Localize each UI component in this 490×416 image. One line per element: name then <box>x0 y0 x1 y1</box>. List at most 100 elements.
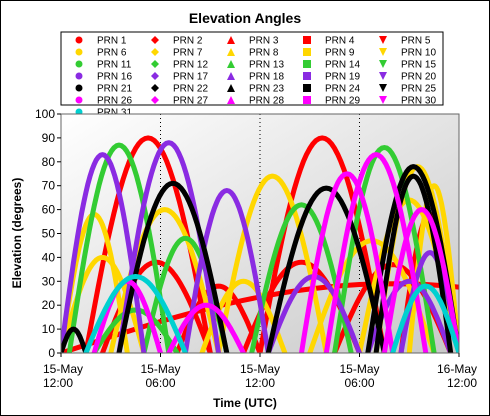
legend-label-22: PRN 22 <box>173 84 208 95</box>
legend-marker-1 <box>75 36 83 44</box>
legend-label-26: PRN 26 <box>97 96 132 107</box>
series-22-pass-1 <box>265 185 387 353</box>
legend-label-31: PRN 31 <box>97 108 132 119</box>
legend-label-10: PRN 10 <box>401 48 436 59</box>
series-26-pass-1 <box>299 171 396 353</box>
chart-title: Elevation Angles <box>189 10 302 26</box>
y-tick-label-2: 20 <box>42 298 56 312</box>
legend-label-27: PRN 27 <box>173 96 208 107</box>
y-tick-label-5: 50 <box>42 227 56 241</box>
legend-marker-25 <box>379 84 387 92</box>
x-tick-time-0: 12:00 <box>43 376 73 390</box>
x-tick-time-2: 12:00 <box>245 376 275 390</box>
y-tick-label-3: 30 <box>42 274 56 288</box>
legend-marker-2 <box>151 36 159 44</box>
legend-label-25: PRN 25 <box>401 84 436 95</box>
series-11-pass-1 <box>66 142 172 353</box>
legend-label-7: PRN 7 <box>173 48 203 59</box>
series-8-pass-1 <box>216 173 329 353</box>
legend-marker-27 <box>151 96 159 104</box>
y-axis-label: Elevation (degrees) <box>10 178 24 289</box>
legend-label-14: PRN 14 <box>325 60 360 71</box>
y-tick-label-4: 40 <box>42 250 56 264</box>
legend-label-29: PRN 29 <box>325 96 360 107</box>
series-15-pass-1 <box>332 145 437 353</box>
legend-label-15: PRN 15 <box>401 60 436 71</box>
legend-label-28: PRN 28 <box>249 96 284 107</box>
legend-marker-10 <box>379 48 387 56</box>
series-25-pass-1 <box>373 173 454 353</box>
x-tick-time-1: 06:00 <box>145 376 175 390</box>
legend-marker-21 <box>75 84 83 92</box>
legend-marker-11 <box>75 60 83 68</box>
legend-label-30: PRN 30 <box>401 96 436 107</box>
y-tick-label-1: 10 <box>42 322 56 336</box>
legend-marker-19 <box>303 72 311 80</box>
y-tick-label-6: 60 <box>42 203 56 217</box>
legend-marker-7 <box>151 48 159 56</box>
series-13-pass-1 <box>249 202 354 353</box>
y-axis: 0 10 20 30 40 50 60 70 80 90 100 <box>35 107 61 360</box>
x-tick-day-3: 15-May <box>339 362 379 376</box>
legend-label-11: PRN 11 <box>97 60 132 71</box>
legend-marker-29 <box>303 96 311 104</box>
legend-marker-28 <box>227 96 235 104</box>
y-tick-label-0: 0 <box>48 346 55 360</box>
legend-marker-30 <box>379 96 387 104</box>
legend-label-17: PRN 17 <box>173 72 208 83</box>
legend-label-24: PRN 24 <box>325 84 360 95</box>
legend-marker-26 <box>75 96 83 104</box>
legend-label-6: PRN 6 <box>97 48 127 59</box>
x-tick-day-1: 15-May <box>140 362 180 376</box>
legend-label-13: PRN 13 <box>249 60 284 71</box>
legend-marker-15 <box>379 60 387 68</box>
legend-label-4: PRN 4 <box>325 36 355 47</box>
legend-marker-9 <box>303 48 311 56</box>
legend-marker-18 <box>227 72 235 80</box>
legend-label-9: PRN 9 <box>325 48 355 59</box>
legend-marker-20 <box>379 72 387 80</box>
legend-label-1: PRN 1 <box>97 36 127 47</box>
series-31-pass-2 <box>390 283 459 353</box>
series-17-pass-1 <box>61 152 147 353</box>
x-axis: 15-May12:0015-May06:0015-May12:0015-May0… <box>43 353 477 390</box>
series-31-pass-1 <box>83 274 188 353</box>
legend-marker-4 <box>303 36 311 44</box>
legend-marker-3 <box>227 36 235 44</box>
legend-marker-8 <box>227 48 235 56</box>
x-tick-day-4: 16-May <box>437 362 477 376</box>
legend-marker-16 <box>75 72 83 80</box>
y-tick-label-7: 70 <box>42 179 56 193</box>
legend-marker-17 <box>151 72 159 80</box>
legend-label-8: PRN 8 <box>249 48 279 59</box>
legend-marker-22 <box>151 84 159 92</box>
series-19-pass-1 <box>182 188 271 353</box>
series-28-pass-1 <box>166 302 246 353</box>
series-27-pass-1 <box>381 207 459 353</box>
series-14-pass-1 <box>91 307 180 353</box>
legend-label-21: PRN 21 <box>97 84 132 95</box>
legend-label-3: PRN 3 <box>249 36 279 47</box>
legend-label-20: PRN 20 <box>401 72 436 83</box>
series-24-pass-1 <box>61 326 89 353</box>
legend-box <box>60 31 444 106</box>
x-axis-label: Time (UTC) <box>213 396 277 410</box>
y-tick-label-8: 80 <box>42 155 56 169</box>
legend-label-19: PRN 19 <box>325 72 360 83</box>
legend-marker-14 <box>303 60 311 68</box>
legend-label-18: PRN 18 <box>249 72 284 83</box>
legend-label-23: PRN 23 <box>249 84 284 95</box>
legend-label-16: PRN 16 <box>97 72 132 83</box>
x-tick-time-3: 06:00 <box>344 376 374 390</box>
x-tick-day-2: 15-May <box>240 362 280 376</box>
series-9-pass-1 <box>199 278 288 353</box>
legend-marker-24 <box>303 84 311 92</box>
legend-marker-5 <box>379 36 387 44</box>
legend-marker-23 <box>227 84 235 92</box>
x-tick-day-0: 15-May <box>43 362 83 376</box>
legend-marker-6 <box>75 48 83 56</box>
y-tick-label-10: 100 <box>35 107 55 121</box>
legend-marker-13 <box>227 60 235 68</box>
